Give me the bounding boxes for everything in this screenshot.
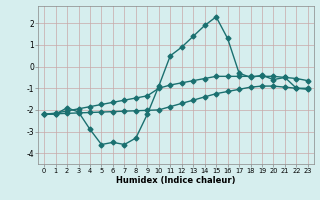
X-axis label: Humidex (Indice chaleur): Humidex (Indice chaleur) — [116, 176, 236, 185]
